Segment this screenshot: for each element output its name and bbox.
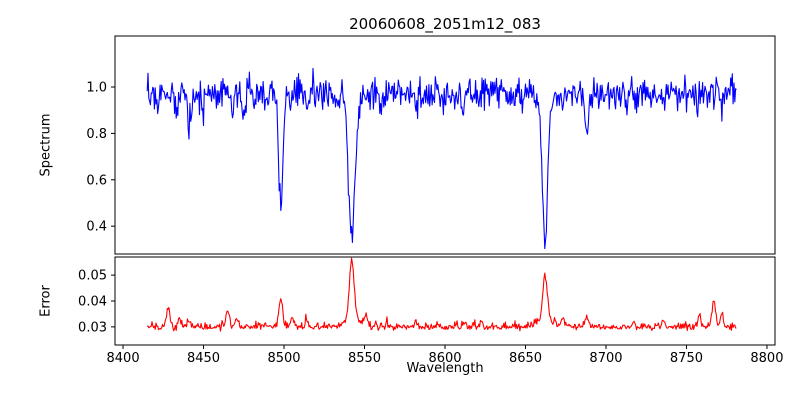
x-tick-label: 8800 (750, 351, 783, 366)
x-tick-label: 8600 (428, 351, 461, 366)
x-tick-label: 8500 (267, 351, 300, 366)
x-tick-label: 8750 (670, 351, 703, 366)
x-tick-label: 8400 (107, 351, 140, 366)
chart-title: 20060608_2051m12_083 (349, 15, 541, 33)
x-axis-label: Wavelength (406, 361, 484, 376)
spectrum-line (146, 67, 737, 250)
y-tick-label: 0.04 (78, 295, 107, 310)
x-tick-label: 8650 (509, 351, 542, 366)
x-tick-label: 8550 (348, 351, 381, 366)
y-tick-label: 0.4 (86, 220, 107, 235)
y-tick-label: 0.8 (86, 127, 107, 142)
spectrum-axes-spine (114, 35, 776, 255)
x-tick-label: 8450 (187, 351, 220, 366)
y-tick-label: 0.6 (86, 173, 107, 188)
y-tick-label: 1.0 (86, 81, 107, 96)
y-tick-label: 0.03 (78, 320, 107, 335)
error-line (146, 257, 737, 332)
y-tick-label: 0.05 (78, 269, 107, 284)
error-axes-spine (114, 256, 776, 346)
x-tick-label: 8700 (589, 351, 622, 366)
